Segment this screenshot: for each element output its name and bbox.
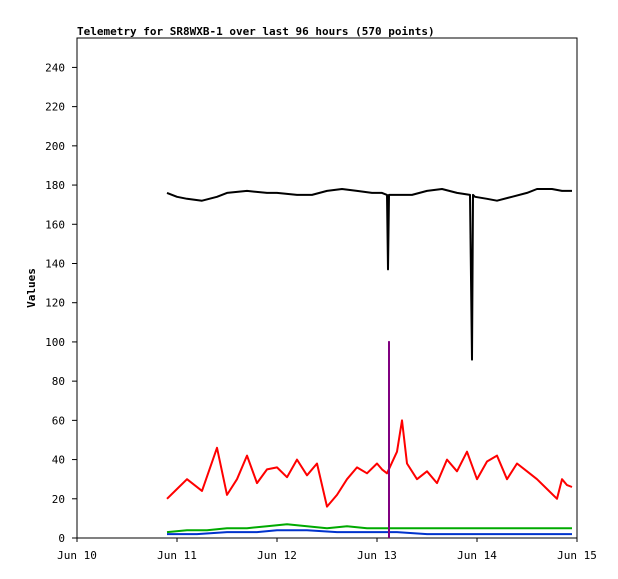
x-tick-label: Jun 12 xyxy=(257,549,297,562)
y-tick-label: 240 xyxy=(45,61,65,74)
y-tick-label: 20 xyxy=(52,493,65,506)
y-tick-label: 220 xyxy=(45,101,65,114)
x-axis-ticks: Jun 10 Jun 11 Jun 12 Jun 13 Jun 14 Jun 15 xyxy=(57,538,597,562)
y-tick-label: 80 xyxy=(52,375,65,388)
x-tick-label: Jun 10 xyxy=(57,549,97,562)
plot-area xyxy=(76,37,578,539)
chart-title: Telemetry for SR8WXB-1 over last 96 hour… xyxy=(77,25,435,38)
y-tick-label: 160 xyxy=(45,218,65,231)
y-tick-label: 60 xyxy=(52,414,65,427)
y-tick-label: 200 xyxy=(45,140,65,153)
series-line-1 xyxy=(166,419,573,508)
series-line-3 xyxy=(167,529,572,536)
y-tick-label: 0 xyxy=(58,532,65,545)
x-tick-label: Jun 15 xyxy=(557,549,597,562)
y-tick-label: 100 xyxy=(45,336,65,349)
y-tick-label: 120 xyxy=(45,297,65,310)
series-layer xyxy=(166,188,573,538)
series-line-2 xyxy=(166,523,572,534)
x-tick-label: Jun 14 xyxy=(457,549,497,562)
y-axis-ticks: 0 20 40 60 80 100 120 140 160 180 200 220 240 xyxy=(45,61,77,545)
y-tick-label: 140 xyxy=(45,257,65,270)
y-axis-label: Values xyxy=(25,268,38,308)
x-tick-label: Jun 13 xyxy=(357,549,397,562)
x-tick-label: Jun 11 xyxy=(157,549,197,562)
y-tick-label: 40 xyxy=(52,454,65,467)
series-line-0 xyxy=(166,188,572,361)
y-tick-label: 180 xyxy=(45,179,65,192)
